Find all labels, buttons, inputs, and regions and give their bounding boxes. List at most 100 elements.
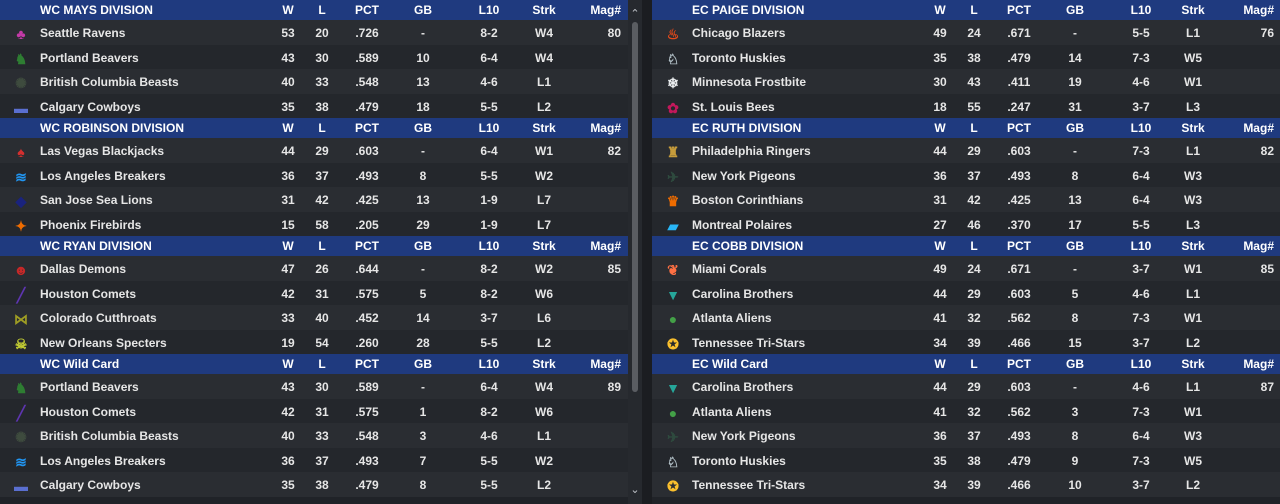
team-row[interactable]: ╱ Houston Comets 42 31 .575 1 8-2 W6 xyxy=(0,398,628,423)
column-header-pct[interactable]: PCT xyxy=(355,239,379,253)
column-header-gb[interactable]: GB xyxy=(414,239,432,253)
column-header-mag[interactable]: Mag# xyxy=(590,3,621,17)
column-header-w[interactable]: W xyxy=(934,357,946,371)
team-row[interactable]: ╱ Houston Comets 42 31 .575 5 8-2 W6 xyxy=(0,280,628,305)
team-name[interactable]: St. Louis Bees xyxy=(692,99,775,114)
team-name[interactable]: San Jose Sea Lions xyxy=(40,193,153,207)
column-header-l10[interactable]: L10 xyxy=(1130,121,1152,135)
team-row[interactable]: ♛ Boston Corinthians 31 42 .425 13 6-4 W3 xyxy=(652,187,1280,212)
team-name[interactable]: New York Pigeons xyxy=(692,429,796,443)
column-header-l10[interactable]: L10 xyxy=(1130,357,1152,371)
team-name[interactable]: Las Vegas Blackjacks xyxy=(40,144,165,158)
team-row[interactable]: ✿ St. Louis Bees 18 55 .247 31 3-7 L3 xyxy=(652,93,1280,118)
team-name[interactable]: Calgary Cowboys xyxy=(40,478,141,492)
team-name[interactable]: Minnesota Frostbite xyxy=(692,75,807,89)
column-header-w[interactable]: W xyxy=(934,3,946,17)
column-header-mag[interactable]: Mag# xyxy=(1243,239,1274,253)
column-header-pct[interactable]: PCT xyxy=(1007,3,1031,17)
team-name[interactable]: Toronto Huskies xyxy=(692,453,786,468)
team-name[interactable]: Colorado Cutthroats xyxy=(40,311,157,325)
team-name[interactable]: Atlanta Aliens xyxy=(692,404,772,419)
team-name[interactable]: Los Angeles Breakers xyxy=(40,453,166,468)
team-name[interactable]: British Columbia Beasts xyxy=(40,429,179,443)
column-header-strk[interactable]: Strk xyxy=(1181,121,1205,135)
scrollbar[interactable]: ⌃ ⌄ xyxy=(628,0,642,504)
team-row[interactable]: ♨ Chicago Blazers 49 24 .671 - 5-5 L1 76 xyxy=(652,20,1280,45)
column-header-l[interactable]: L xyxy=(970,121,978,135)
team-row[interactable]: ❄ Minnesota Frostbite 30 43 .411 19 4-6 W1 xyxy=(652,69,1280,94)
column-header-l[interactable]: L xyxy=(970,239,978,253)
team-name[interactable]: Phoenix Firebirds xyxy=(40,217,142,232)
column-header-l10[interactable]: L10 xyxy=(478,357,500,371)
team-row[interactable]: ▬ Calgary Cowboys 35 38 .479 18 5-5 L2 xyxy=(0,93,628,118)
team-row[interactable]: ⋈ Colorado Cutthroats 33 40 .452 14 3-7 L6 xyxy=(0,305,628,330)
column-header-gb[interactable]: GB xyxy=(414,121,432,135)
column-header-gb[interactable]: GB xyxy=(1066,357,1084,371)
column-header-l10[interactable]: L10 xyxy=(478,3,500,17)
column-header-pct[interactable]: PCT xyxy=(355,121,379,135)
team-row[interactable]: ♘ Toronto Huskies 35 38 .479 9 7-3 W5 xyxy=(652,447,1280,472)
team-row[interactable]: ♣ Seattle Ravens 53 20 .726 - 8-2 W4 80 xyxy=(0,20,628,45)
column-header-gb[interactable]: GB xyxy=(414,357,432,371)
team-row[interactable]: ≋ Los Angeles Breakers 36 37 .493 7 5-5 W2 xyxy=(0,447,628,472)
column-header-l10[interactable]: L10 xyxy=(478,121,500,135)
team-name[interactable]: Carolina Brothers xyxy=(692,286,794,301)
column-header-l10[interactable]: L10 xyxy=(1130,3,1152,17)
column-header-l[interactable]: L xyxy=(318,121,326,135)
column-header-strk[interactable]: Strk xyxy=(532,3,556,17)
column-header-l10[interactable]: L10 xyxy=(1130,239,1152,253)
team-row[interactable]: ☠ New Orleans Specters 19 54 .260 28 5-5 L2 xyxy=(0,329,628,354)
column-header-l[interactable]: L xyxy=(318,239,326,253)
column-header-pct[interactable]: PCT xyxy=(1007,121,1031,135)
column-header-gb[interactable]: GB xyxy=(414,3,432,17)
column-header-mag[interactable]: Mag# xyxy=(590,121,621,135)
team-row[interactable]: ✈ New York Pigeons 36 37 .493 8 6-4 W3 xyxy=(652,162,1280,187)
column-header-mag[interactable]: Mag# xyxy=(590,357,621,371)
column-header-w[interactable]: W xyxy=(282,3,294,17)
team-name[interactable]: Miami Corals xyxy=(692,262,767,276)
team-row[interactable]: ▼ Carolina Brothers 44 29 .603 - 4-6 L1 87 xyxy=(652,374,1280,399)
column-header-w[interactable]: W xyxy=(282,239,294,253)
team-row[interactable]: ♘ Toronto Huskies 35 38 .479 14 7-3 W5 xyxy=(652,44,1280,69)
team-row[interactable]: ● Atlanta Aliens 41 32 .562 3 7-3 W1 xyxy=(652,398,1280,423)
team-name[interactable]: Carolina Brothers xyxy=(692,380,794,394)
team-name[interactable]: Portland Beavers xyxy=(40,380,139,394)
column-header-gb[interactable]: GB xyxy=(1066,239,1084,253)
team-row[interactable]: ♜ Philadelphia Ringers 44 29 .603 - 7-3 L1 82 xyxy=(652,138,1280,163)
team-name[interactable]: Dallas Demons xyxy=(40,262,127,276)
column-header-mag[interactable]: Mag# xyxy=(590,239,621,253)
scroll-down-icon[interactable]: ⌄ xyxy=(630,484,640,496)
column-header-w[interactable]: W xyxy=(934,121,946,135)
column-header-pct[interactable]: PCT xyxy=(355,3,379,17)
team-row[interactable]: ▰ Montreal Polaires 27 46 .370 17 5-5 L3 xyxy=(652,211,1280,236)
team-row[interactable]: ✈ New York Pigeons 36 37 .493 8 6-4 W3 xyxy=(652,423,1280,448)
column-header-w[interactable]: W xyxy=(282,357,294,371)
team-row[interactable]: ♞ Portland Beavers 43 30 .589 - 6-4 W4 89 xyxy=(0,374,628,399)
column-header-l[interactable]: L xyxy=(970,357,978,371)
column-header-mag[interactable]: Mag# xyxy=(1243,121,1274,135)
team-name[interactable]: Tennessee Tri-Stars xyxy=(692,478,806,492)
column-header-l10[interactable]: L10 xyxy=(478,239,500,253)
team-row[interactable]: ≋ Los Angeles Breakers 36 37 .493 8 5-5 W2 xyxy=(0,162,628,187)
column-header-pct[interactable]: PCT xyxy=(355,357,379,371)
team-name[interactable]: New York Pigeons xyxy=(692,168,796,183)
team-name[interactable]: Chicago Blazers xyxy=(692,26,786,40)
team-name[interactable]: Houston Comets xyxy=(40,286,136,301)
team-row[interactable]: ❦ Miami Corals 49 24 .671 - 3-7 W1 85 xyxy=(652,256,1280,281)
team-row[interactable]: ☻ Dallas Demons 47 26 .644 - 8-2 W2 85 xyxy=(0,256,628,281)
team-name[interactable]: Boston Corinthians xyxy=(692,193,804,207)
scroll-thumb[interactable] xyxy=(632,22,638,392)
column-header-mag[interactable]: Mag# xyxy=(1243,3,1274,17)
team-name[interactable]: Philadelphia Ringers xyxy=(692,144,811,158)
team-row[interactable]: ✦ Phoenix Firebirds 15 58 .205 29 1-9 L7 xyxy=(0,211,628,236)
team-row[interactable]: ♠ Las Vegas Blackjacks 44 29 .603 - 6-4 W1 82 xyxy=(0,138,628,163)
column-header-l[interactable]: L xyxy=(970,3,978,17)
column-header-strk[interactable]: Strk xyxy=(532,357,556,371)
team-name[interactable]: Toronto Huskies xyxy=(692,50,786,65)
column-header-strk[interactable]: Strk xyxy=(532,121,556,135)
column-header-mag[interactable]: Mag# xyxy=(1243,357,1274,371)
column-header-l[interactable]: L xyxy=(318,3,326,17)
team-row[interactable]: ✺ British Columbia Beasts 40 33 .548 13 4-6 L1 xyxy=(0,69,628,94)
team-row[interactable]: ◆ San Jose Sea Lions 31 42 .425 13 1-9 L7 xyxy=(0,187,628,212)
column-header-strk[interactable]: Strk xyxy=(532,239,556,253)
